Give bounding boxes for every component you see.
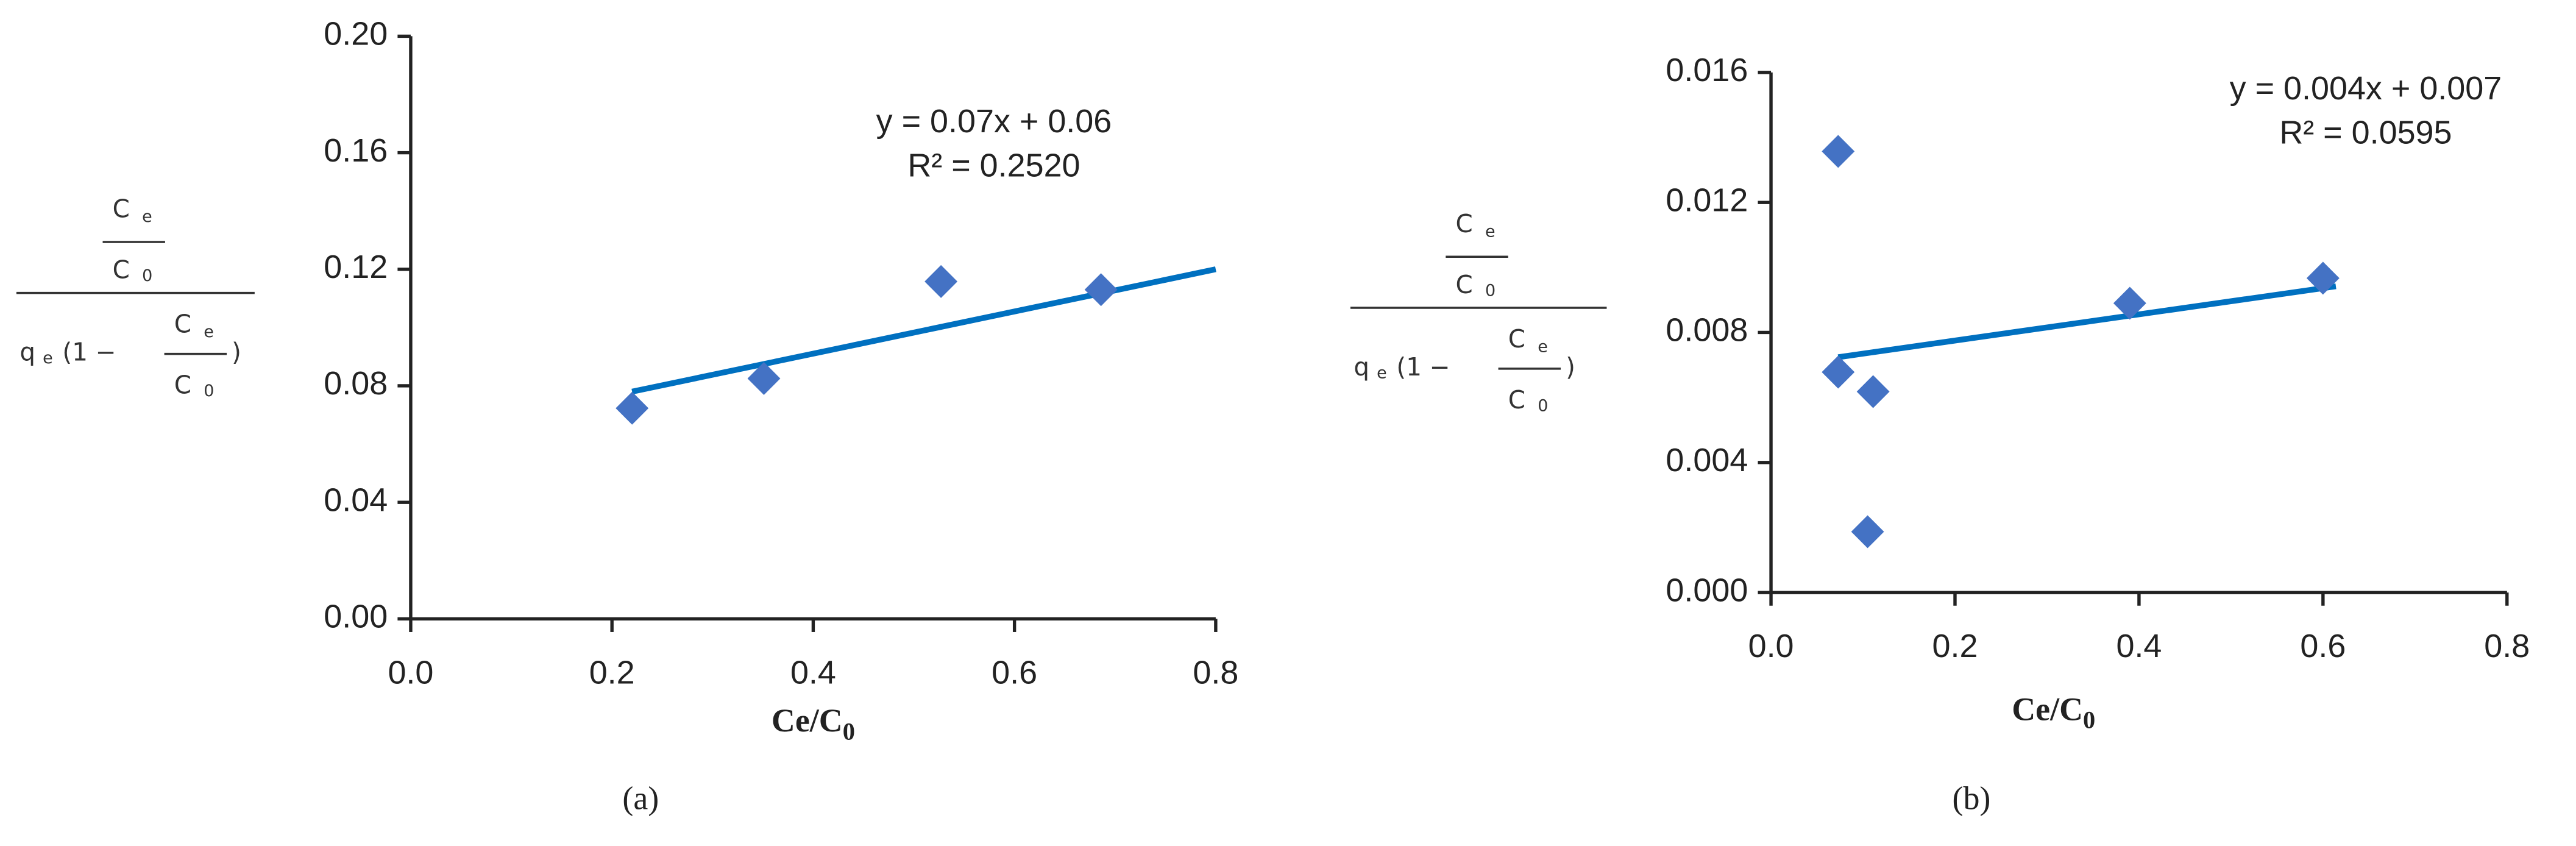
y-tick-label: 0.08	[324, 365, 388, 402]
y-axis-label-part: 0	[204, 382, 214, 400]
y-axis-label-part: C	[174, 310, 191, 339]
data-point	[1822, 135, 1855, 168]
x-tick-label: 0.0	[1748, 628, 1794, 664]
y-axis-label-part: e	[204, 322, 214, 341]
x-tick-label: 0.4	[790, 654, 836, 691]
y-tick-label: 0.00	[324, 599, 388, 635]
y-axis-label-part: (1 −	[62, 338, 116, 367]
y-axis-label-part: )	[1566, 352, 1575, 382]
equation-label: R² = 0.0595	[2279, 115, 2452, 151]
equation-label: y = 0.07x + 0.06	[876, 103, 1112, 140]
x-axis-label-sub: 0	[2083, 706, 2095, 734]
x-axis-label: Ce/C0	[2012, 691, 2095, 734]
y-axis-label-part: )	[232, 338, 241, 367]
data-point	[924, 265, 958, 298]
trendline	[631, 266, 1216, 395]
data-point	[616, 391, 649, 425]
y-axis-label-part: C	[1455, 209, 1472, 238]
y-tick-label: 0.016	[1666, 52, 1748, 88]
x-tick-label: 0.6	[992, 654, 1037, 691]
y-axis-label-part: C	[1508, 385, 1525, 414]
data-point	[2113, 286, 2146, 320]
y-axis-label-part: 0	[1538, 396, 1548, 415]
y-tick-label: 0.20	[324, 16, 388, 52]
y-axis-label-part: e	[142, 207, 152, 226]
x-axis-label-main: Ce/C	[772, 703, 843, 739]
data-point	[1084, 273, 1118, 307]
x-tick-label: 0.2	[1932, 628, 1978, 664]
panel-label: (b)	[1953, 780, 1991, 816]
x-tick-label: 0.8	[2484, 628, 2530, 664]
y-tick-label: 0.004	[1666, 442, 1748, 478]
y-tick-label: 0.000	[1666, 572, 1748, 608]
data-point	[1851, 515, 1884, 549]
data-point	[1856, 375, 1890, 408]
x-axis-label: Ce/C0	[772, 703, 855, 745]
y-axis-label-part: C	[113, 255, 130, 285]
y-axis-label-part: 0	[1485, 281, 1496, 300]
y-tick-label: 0.12	[324, 249, 388, 285]
y-tick-label: 0.16	[324, 132, 388, 169]
y-axis-label-part: C	[174, 371, 191, 400]
y-axis-label-part: e	[1485, 222, 1496, 241]
y-axis-label-part: e	[1377, 363, 1387, 382]
y-axis-label-part: q	[1354, 352, 1369, 382]
x-axis-label-main: Ce/C	[2012, 691, 2083, 728]
y-axis-label-part: C	[1508, 324, 1525, 354]
y-axis-label-part: q	[20, 338, 35, 367]
y-tick-label: 0.04	[324, 482, 388, 518]
trendline	[1837, 283, 2336, 360]
x-tick-label: 0.2	[589, 654, 635, 691]
y-tick-label: 0.008	[1666, 312, 1748, 349]
data-point	[2306, 261, 2340, 295]
x-tick-label: 0.0	[388, 654, 433, 691]
x-tick-label: 0.8	[1193, 654, 1238, 691]
y-axis-label-part: (1 −	[1396, 352, 1450, 382]
data-point	[1822, 355, 1855, 389]
y-axis-label-part: e	[1538, 337, 1548, 356]
y-axis-label-part: e	[43, 349, 53, 368]
equation-label: y = 0.004x + 0.007	[2230, 70, 2502, 107]
y-axis-label-part: C	[1455, 270, 1472, 299]
equation-label: R² = 0.2520	[907, 148, 1080, 184]
x-tick-label: 0.6	[2300, 628, 2346, 664]
x-tick-label: 0.4	[2116, 628, 2162, 664]
y-axis-label-part: 0	[142, 266, 152, 285]
y-tick-label: 0.012	[1666, 182, 1748, 218]
x-axis-label-sub: 0	[843, 718, 855, 745]
panel-label: (a)	[622, 780, 659, 816]
y-axis-label-part: C	[113, 194, 130, 224]
